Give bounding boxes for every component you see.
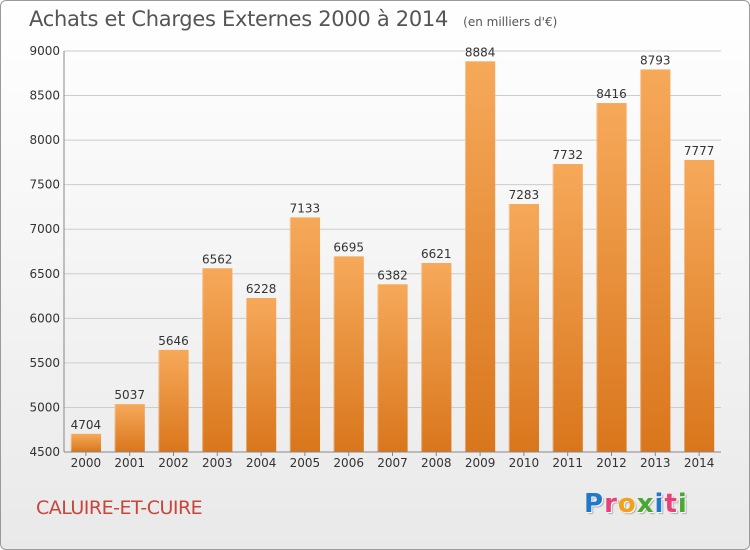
- x-tick-label: 2014: [684, 456, 715, 470]
- y-tick-label: 6000: [29, 311, 60, 325]
- logo-letter: t: [664, 489, 678, 519]
- bar-2005: [289, 217, 321, 452]
- bar-2004: [245, 298, 277, 452]
- data-label: 6695: [333, 240, 364, 254]
- data-label: 7133: [290, 201, 321, 215]
- bar-2003: [202, 268, 233, 452]
- x-tick-label: 2013: [640, 456, 671, 470]
- title-row: Achats et Charges Externes 2000 à 2014 (…: [29, 7, 557, 31]
- logo-letter: o: [617, 489, 637, 519]
- logo-letter: P: [584, 489, 605, 519]
- x-tick-label: 2011: [552, 456, 583, 470]
- bar-2011: [552, 163, 583, 452]
- x-tick-label: 2002: [158, 456, 189, 470]
- x-tick-label: 2010: [509, 456, 540, 470]
- bar-2007: [377, 284, 408, 452]
- bar-2009: [464, 61, 496, 453]
- x-tick-label: 2012: [596, 456, 627, 470]
- bar-2012: [596, 103, 627, 452]
- x-tick-label: 2004: [246, 456, 277, 470]
- bar-2001: [114, 404, 145, 452]
- bar-2002: [158, 349, 189, 452]
- data-label: 8793: [640, 53, 671, 67]
- y-tick-label: 9000: [29, 44, 60, 58]
- bar-2010: [508, 204, 540, 452]
- data-label: 7283: [509, 188, 540, 202]
- data-label: 8416: [596, 87, 627, 101]
- bar-2006: [333, 256, 364, 452]
- y-tick-label: 5000: [29, 400, 60, 414]
- logo-letter: x: [636, 489, 655, 519]
- x-tick-label: 2009: [465, 456, 496, 470]
- data-label: 5646: [158, 334, 189, 348]
- bar-2014: [683, 159, 715, 452]
- data-label: 7732: [552, 148, 583, 162]
- y-tick-label: 7500: [29, 178, 60, 192]
- x-tick-label: 2003: [202, 456, 233, 470]
- data-label: 4704: [71, 418, 102, 432]
- data-label: 5037: [114, 388, 145, 402]
- bar-layer: [70, 61, 715, 453]
- bar-2008: [421, 262, 452, 452]
- chart-subtitle: (en milliers d'€): [463, 15, 558, 29]
- logo-letter: i: [677, 489, 688, 519]
- x-tick-label: 2008: [421, 456, 452, 470]
- chart-title: Achats et Charges Externes 2000 à 2014: [29, 7, 449, 31]
- data-label: 6382: [377, 268, 408, 282]
- data-label: 6562: [202, 252, 233, 266]
- logo-letter: r: [604, 489, 618, 519]
- y-tick-label: 7000: [29, 222, 60, 236]
- x-tick-label: 2007: [377, 456, 408, 470]
- y-tick-label: 8500: [29, 89, 60, 103]
- commune-name: CALUIRE-ET-CUIRE: [36, 497, 203, 519]
- bar-2000: [70, 433, 102, 452]
- data-label: 6621: [421, 247, 452, 261]
- data-label: 8884: [465, 45, 496, 59]
- x-tick-label: 2005: [290, 456, 321, 470]
- axis-layer: 4500 5000 5500 6000 6500 7000 7500 8000 8500 9000…: [29, 44, 721, 470]
- bar-2013: [640, 69, 671, 453]
- y-tick-label: 5500: [29, 356, 60, 370]
- y-tick-label: 6500: [29, 267, 60, 281]
- y-tick-label: 8000: [29, 133, 60, 147]
- proxiti-logo: Proxiti: [584, 489, 688, 519]
- x-tick-label: 2000: [71, 456, 102, 470]
- x-tick-label: 2006: [333, 456, 364, 470]
- data-label: 6228: [246, 282, 277, 296]
- y-tick-label: 4500: [29, 445, 60, 459]
- logo-letter: i: [654, 489, 665, 519]
- data-label: 7777: [684, 144, 715, 158]
- x-tick-label: 2001: [114, 456, 145, 470]
